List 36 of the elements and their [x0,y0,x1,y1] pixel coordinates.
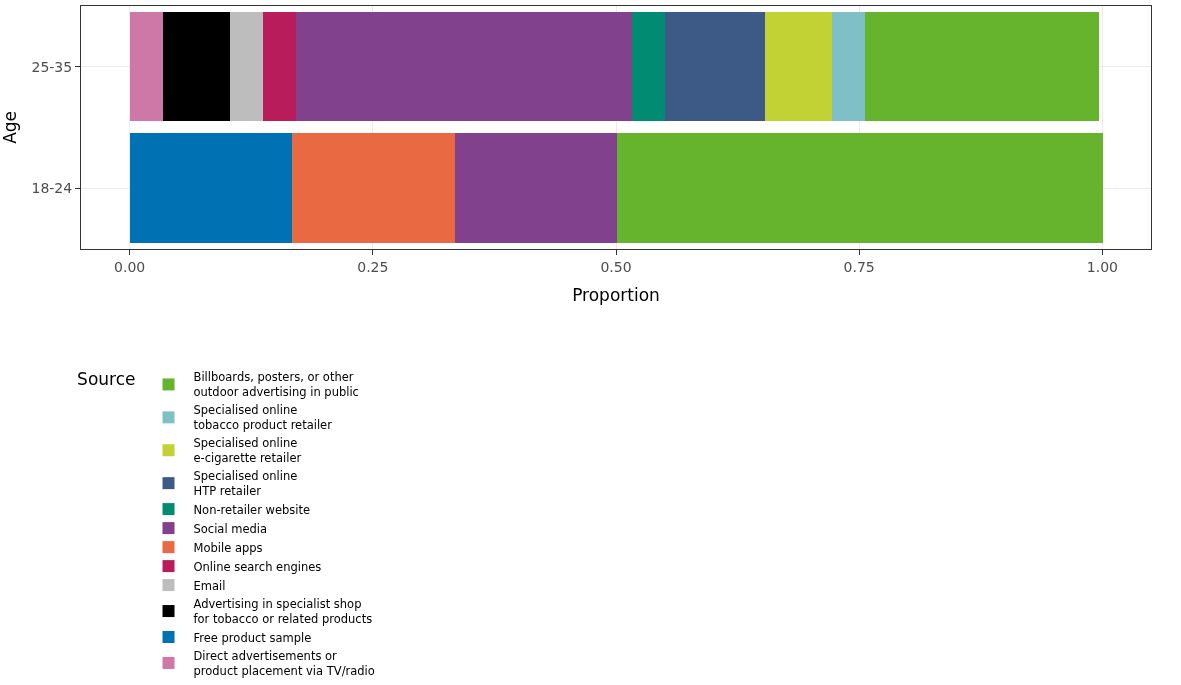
bar [664,12,765,122]
bar [129,133,293,243]
y-tick-label: 25-35 [31,58,73,75]
y-axis-title: Age [0,110,20,144]
legend-label: Non-retailer website [193,502,311,517]
legend-label: Specialised online HTP retailer [193,469,298,499]
bar [865,12,1100,122]
bar [616,133,1104,243]
bar [764,12,832,122]
x-axis-title: Proportion [572,285,660,305]
legend-label: Free product sample [193,630,312,645]
bar [162,12,230,122]
legend-label: Billboards, posters, or other outdoor advertising in public [193,370,359,400]
legend-label: Mobile apps [193,540,263,555]
bar [454,133,617,243]
legend-label: Advertising in specialist shop for tobacco or related products [193,597,373,627]
legend-label: Specialised online e-cigarette retailer [193,436,302,466]
legend-label: Direct advertisements or product placement via TV/radio [193,648,375,678]
x-tick-label: 1.00 [1086,258,1118,275]
bar [262,12,296,122]
bar [295,12,632,122]
x-tick-label: 0.50 [600,258,632,275]
legend-label: Online search engines [193,559,322,574]
legend-label: Specialised online tobacco product retailer [193,403,333,433]
bar [292,133,455,243]
bar [129,12,163,122]
x-tick-label: 0.00 [114,258,146,275]
bar [631,12,665,122]
legend-title: Source [77,369,136,390]
y-tick-label: 18-24 [31,180,73,196]
bar [229,12,263,122]
x-tick-label: 0.75 [843,258,875,275]
legend-label: Email [193,578,226,593]
x-tick-label: 0.25 [357,258,389,275]
legend-label: Social media [193,521,268,536]
bar [831,12,866,122]
